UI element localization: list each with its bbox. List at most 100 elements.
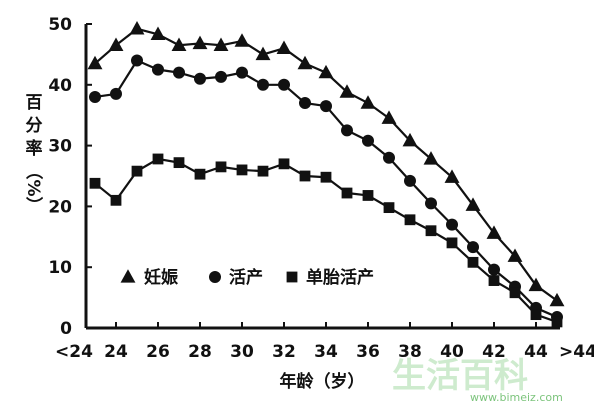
data-point-triangle (549, 292, 565, 307)
data-point-square (299, 170, 311, 182)
y-tick-label: 50 (48, 15, 72, 35)
x-tick-label: 26 (146, 342, 170, 362)
x-ticks: <24 24 26 28 30 32 34 36 38 40 42 44 >44 (55, 322, 594, 362)
series-line-square (94, 157, 558, 323)
x-tick-label: 34 (314, 342, 338, 362)
data-point-triangle (402, 132, 418, 147)
data-point-triangle (423, 151, 439, 165)
x-tick-label: 28 (188, 342, 212, 362)
data-point-triangle (381, 110, 397, 124)
data-point-triangle (276, 40, 292, 54)
data-point-triangle (528, 277, 544, 292)
data-point-triangle (318, 64, 334, 79)
y-tick-label: 30 (48, 137, 72, 157)
data-point-square (194, 168, 206, 180)
data-point-square (446, 237, 458, 249)
data-point-square (362, 190, 374, 201)
data-point-square (320, 171, 332, 183)
data-point-square (257, 165, 269, 177)
data-point-triangle (213, 37, 229, 51)
x-axis-label: 年龄（岁） (280, 371, 365, 392)
legend-label: 妊娠 (144, 267, 179, 288)
data-point-triangle (150, 26, 166, 41)
y-axis-label-line-1: 百 (26, 93, 43, 113)
y-axis-label: 百 分 率 （%） (23, 93, 44, 214)
data-point-circle (152, 63, 164, 76)
y-tick-label: 20 (48, 197, 72, 217)
data-point-square (152, 153, 164, 165)
y-tick-label: 10 (48, 258, 72, 278)
data-point-circle (488, 263, 500, 276)
legend-marker-circle (209, 271, 221, 283)
data-point-square (404, 214, 416, 226)
watermark-url: www.bimeiz.com (470, 391, 563, 404)
data-point-square (551, 316, 563, 328)
data-point-triangle (255, 46, 271, 61)
data-point-circle (236, 66, 248, 79)
data-point-circle (89, 90, 101, 103)
y-axis-label-line-2: 分 (26, 116, 43, 136)
data-point-circle (215, 70, 227, 83)
axes (84, 24, 560, 330)
data-point-square (425, 225, 437, 237)
data-point-triangle (360, 95, 376, 109)
data-point-circle (425, 197, 437, 210)
x-tick-label: 44 (524, 342, 548, 362)
data-point-circle (299, 97, 311, 110)
x-tick-label: >44 (559, 342, 594, 362)
y-ticks: 0 10 20 30 40 50 (48, 15, 92, 339)
data-point-circle (383, 151, 395, 164)
y-axis-label-line-3: 率 (26, 138, 43, 159)
data-point-square (278, 158, 290, 170)
data-point-square (131, 165, 143, 177)
x-tick-label: 36 (356, 342, 380, 362)
data-point-circle (131, 54, 143, 67)
data-point-triangle (465, 197, 481, 211)
data-point-circle (446, 218, 458, 231)
data-point-circle (278, 78, 290, 91)
data-point-circle (110, 87, 122, 100)
data-point-square (509, 287, 521, 299)
data-point-circle (173, 66, 185, 79)
data-point-circle (320, 100, 332, 113)
x-tick-label: 42 (482, 342, 506, 362)
legend-marker-square (286, 271, 298, 283)
data-point-circle (194, 72, 206, 85)
data-point-square (89, 177, 101, 189)
data-point-square (383, 202, 395, 214)
data-point-square (530, 309, 542, 321)
legend-label: 单胎活产 (306, 267, 374, 288)
data-point-triangle (297, 55, 313, 70)
data-point-square (236, 164, 248, 176)
x-tick-label: 40 (440, 342, 464, 362)
data-point-triangle (87, 55, 103, 70)
y-tick-label: 0 (60, 319, 72, 339)
x-tick-label: 32 (272, 342, 296, 362)
legend: 妊娠 活产 单胎活产 (120, 267, 374, 288)
y-tick-label: 40 (48, 76, 72, 96)
data-point-circle (467, 241, 479, 254)
data-point-square (341, 187, 353, 199)
data-point-square (488, 275, 500, 286)
x-tick-label: 30 (230, 342, 254, 362)
data-point-square (173, 157, 185, 169)
x-tick-label: 38 (398, 342, 422, 362)
watermark: 生活百科 www.bimeiz.com (392, 356, 563, 404)
x-tick-label: 24 (104, 342, 128, 362)
data-point-triangle (444, 169, 460, 183)
data-point-triangle (129, 21, 145, 35)
data-point-square (467, 256, 479, 268)
x-tick-label: <24 (55, 342, 93, 362)
data-point-circle (362, 134, 374, 147)
series-layer (87, 21, 565, 328)
data-point-triangle (339, 84, 355, 98)
data-point-square (215, 161, 227, 173)
data-point-triangle (192, 35, 208, 50)
data-point-square (110, 194, 122, 206)
legend-marker-triangle (120, 269, 136, 283)
data-point-triangle (507, 248, 523, 262)
data-point-circle (404, 174, 416, 187)
legend-label: 活产 (229, 267, 263, 288)
watermark-logo: 生活百科 (392, 356, 528, 396)
